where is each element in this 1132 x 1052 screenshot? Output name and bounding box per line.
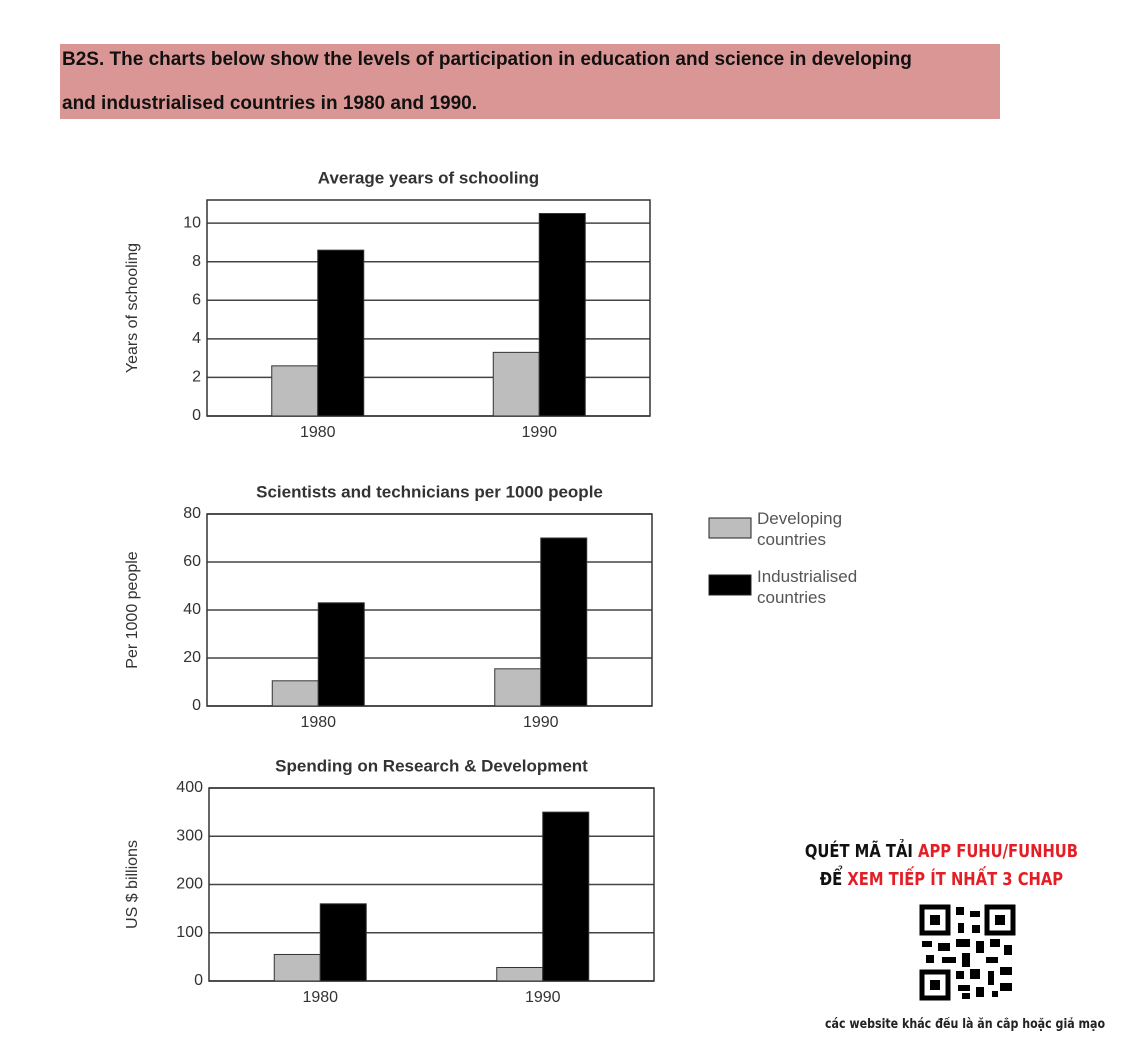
ad-text: ĐỂ: [819, 869, 843, 890]
plot-frame: [208, 787, 655, 982]
y-tick-label: 60: [183, 553, 201, 570]
y-tick-label: 20: [183, 649, 201, 666]
y-tick-label: 100: [176, 924, 203, 941]
bar: [271, 680, 319, 707]
y-axis-label: US $ billions: [124, 840, 141, 929]
bar: [496, 966, 544, 982]
y-tick-label: 80: [183, 505, 201, 522]
bar: [538, 213, 586, 417]
chart-title: Spending on Research & Development: [275, 756, 588, 775]
x-tick-label: 1990: [521, 424, 557, 441]
bar: [319, 903, 367, 982]
x-tick-label: 1980: [300, 714, 336, 731]
ad-text: XEM TIẾP ÍT NHẤT 3 CHAP: [847, 869, 1064, 890]
y-tick-label: 2: [192, 369, 201, 386]
bar: [542, 811, 590, 982]
qr-code: [919, 904, 1016, 1001]
y-tick-label: 0: [194, 972, 203, 989]
chart-title: Scientists and technicians per 1000 peop…: [256, 482, 603, 501]
y-tick-label: 200: [176, 876, 203, 893]
y-tick-label: 10: [183, 214, 201, 231]
y-axis-label: Years of schooling: [124, 243, 141, 373]
bar: [492, 351, 540, 417]
y-tick-label: 4: [192, 330, 201, 347]
y-tick-label: 8: [192, 253, 201, 270]
y-tick-label: 0: [192, 697, 201, 714]
y-axis-label: Per 1000 people: [124, 551, 141, 669]
bar: [317, 249, 365, 417]
ad-text: APP FUHU/FUNHUB: [918, 841, 1079, 862]
legend-swatch: [708, 517, 752, 539]
y-tick-label: 300: [176, 827, 203, 844]
header: B2S. The charts below show the levels of…: [60, 44, 1000, 119]
y-tick-label: 400: [176, 779, 203, 796]
ad-text: QUÉT MÃ TẢI: [804, 841, 913, 862]
plot-frame: [206, 199, 651, 417]
ad: QUÉT MÃ TẢI APP FUHU/FUNHUB ĐỂ XEM TIẾP …: [800, 838, 1083, 894]
bar: [494, 668, 542, 707]
bar: [271, 365, 319, 417]
bar: [317, 602, 365, 707]
x-tick-label: 1980: [302, 989, 338, 1006]
plot-frame: [206, 513, 653, 707]
bar: [273, 953, 321, 982]
y-tick-label: 0: [192, 407, 201, 424]
legend-label: Industrialised countries: [757, 567, 858, 607]
legend-label: Developing countries: [757, 509, 843, 549]
x-tick-label: 1980: [300, 424, 336, 441]
y-tick-label: 6: [192, 292, 201, 309]
x-tick-label: 1990: [523, 714, 559, 731]
y-tick-label: 40: [183, 601, 201, 618]
header-title: B2S. The charts below show the levels of…: [62, 49, 912, 114]
bar: [540, 537, 588, 707]
legend-swatch: [708, 574, 752, 596]
ad-footer: các website khác đều là ăn cắp hoặc giả …: [825, 1017, 1106, 1032]
chart-title: Average years of schooling: [318, 168, 539, 187]
x-tick-label: 1990: [525, 989, 561, 1006]
